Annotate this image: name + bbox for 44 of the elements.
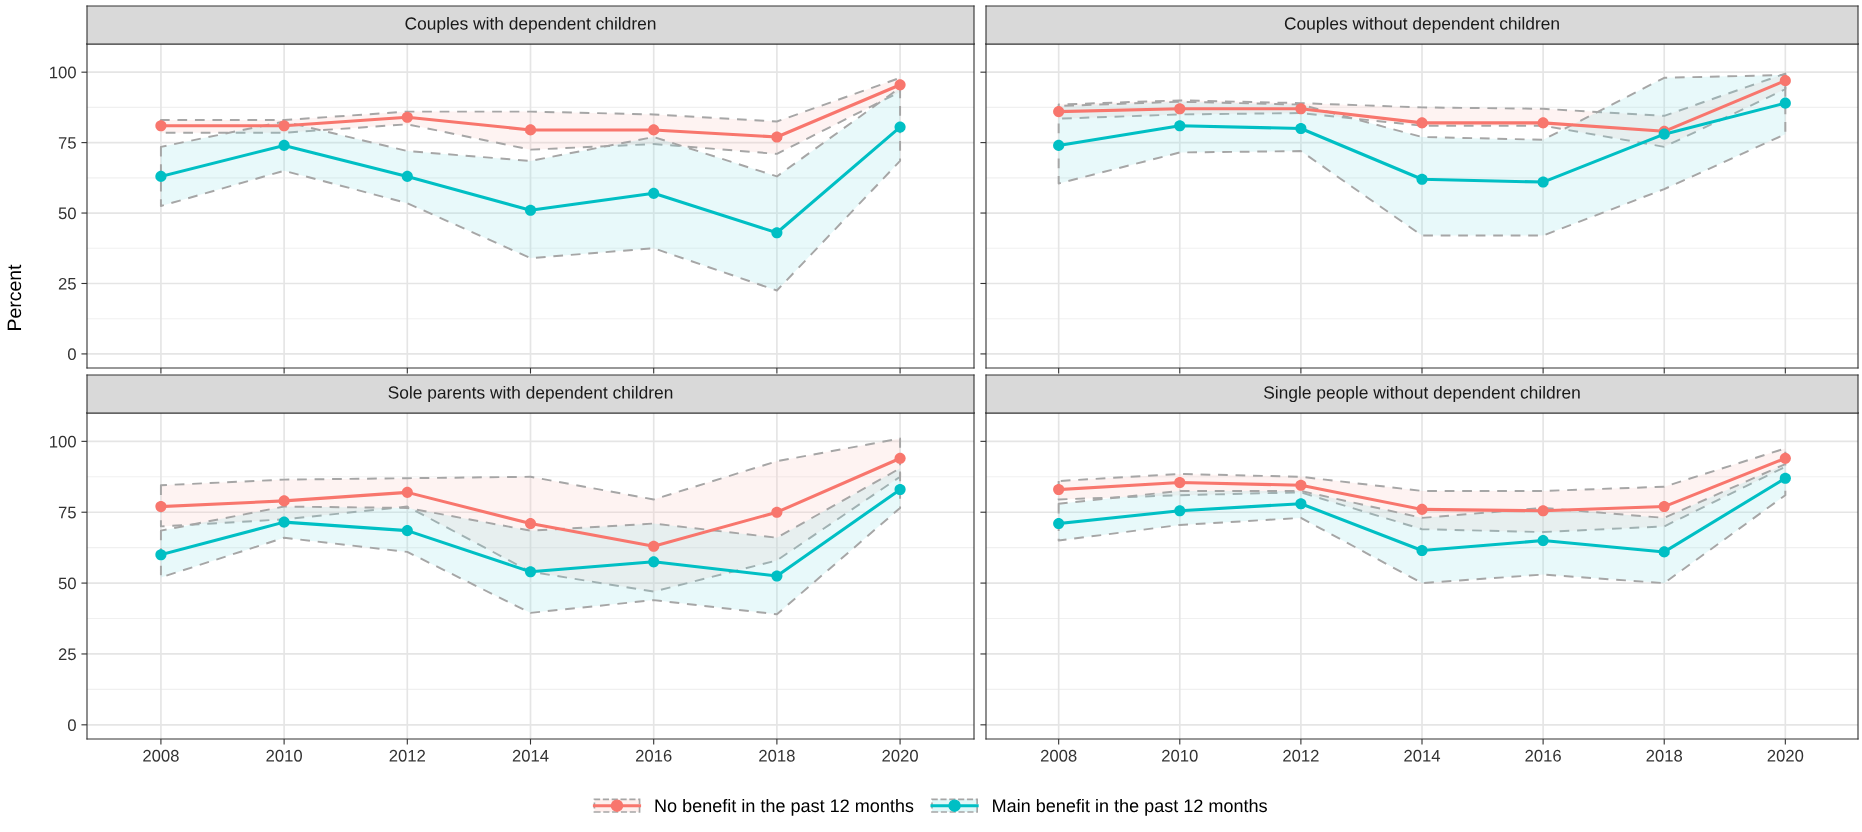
chart-title: Couples with dependent children <box>405 16 656 34</box>
y-tick-label: 75 <box>58 506 76 519</box>
chart-title: Couples without dependent children <box>1284 16 1559 34</box>
y-tick-label: 50 <box>58 577 76 590</box>
y-tick-label: 75 <box>58 137 76 149</box>
point <box>1053 106 1065 118</box>
point <box>1779 75 1791 87</box>
x-tick-label: 2008 <box>143 749 179 762</box>
point <box>1174 103 1186 115</box>
point <box>1416 117 1428 129</box>
y-tick-label: 0 <box>67 719 76 732</box>
x-tick-label: 2018 <box>759 749 795 762</box>
point <box>894 79 906 91</box>
chart-title: Sole parents with dependent children <box>388 385 673 403</box>
point <box>1537 117 1549 129</box>
y-tick-label: 100 <box>50 435 76 448</box>
y-tick-label: 0 <box>67 348 76 361</box>
chart-title: Single people without dependent children <box>1264 385 1580 403</box>
y-tick-label: 50 <box>58 207 76 220</box>
point <box>1295 103 1307 115</box>
x-tick-label: 2018 <box>1646 749 1683 762</box>
x-tick-label: 2014 <box>512 749 549 762</box>
point <box>1537 176 1549 188</box>
point <box>1295 122 1307 135</box>
y-axis-title: Percent <box>7 264 22 330</box>
x-tick-label: 2008 <box>1040 749 1077 762</box>
point <box>1053 139 1065 151</box>
x-tick-label: 2020 <box>882 749 918 762</box>
x-tick-label: 2012 <box>1283 749 1319 762</box>
x-tick-label: 2012 <box>389 749 426 762</box>
point <box>1174 120 1186 132</box>
point <box>1779 97 1791 109</box>
y-tick-label: 25 <box>58 648 76 661</box>
y-tick-label: 25 <box>58 277 76 290</box>
x-tick-label: 2014 <box>1404 749 1441 762</box>
x-tick-label: 2010 <box>1162 749 1198 762</box>
legend-label: No benefit in the past 12 months <box>655 798 914 816</box>
y-tick-label: 100 <box>50 66 76 79</box>
x-tick-label: 2016 <box>1525 749 1561 762</box>
x-tick-label: 2010 <box>266 749 302 762</box>
x-tick-label: 2020 <box>1767 749 1804 762</box>
point <box>1416 173 1428 185</box>
legend-label: Main benefit in the past 12 months <box>993 798 1267 816</box>
x-tick-label: 2016 <box>636 749 672 762</box>
